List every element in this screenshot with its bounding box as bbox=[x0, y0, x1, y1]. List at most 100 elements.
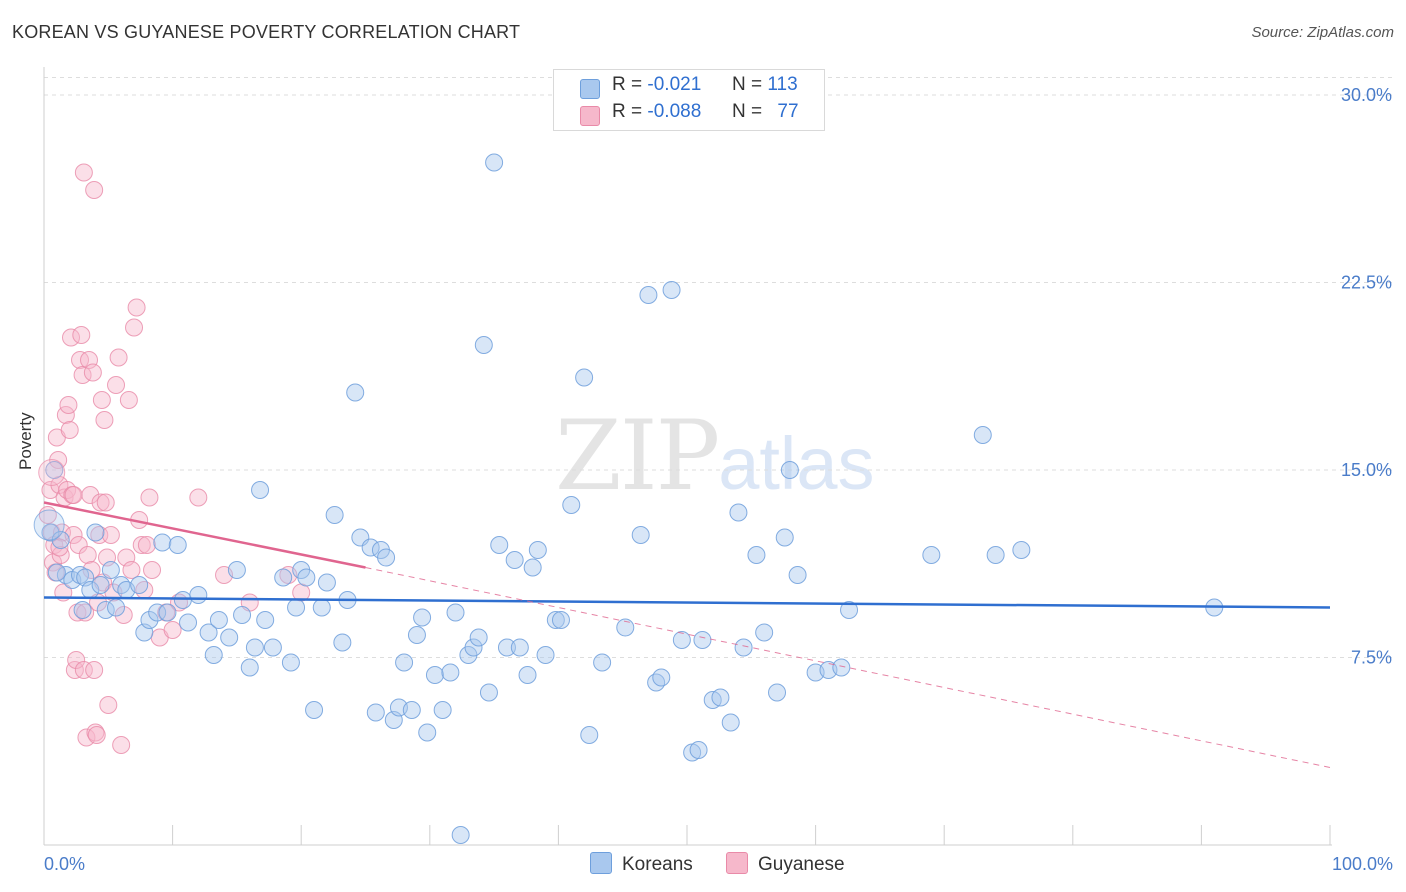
korean-point bbox=[485, 153, 504, 172]
korean-point bbox=[616, 618, 635, 637]
korean-point bbox=[922, 546, 941, 564]
korean-point bbox=[575, 368, 594, 387]
korean-point bbox=[523, 558, 542, 577]
guyanese-point bbox=[163, 621, 182, 639]
guyanese-point bbox=[143, 561, 162, 579]
guyanese-point bbox=[189, 488, 208, 507]
korean-point-cluster bbox=[33, 509, 65, 541]
korean-point bbox=[832, 658, 851, 677]
korean-point bbox=[479, 683, 498, 702]
korean-point bbox=[333, 633, 352, 652]
korean-point bbox=[179, 613, 198, 632]
korean-point bbox=[287, 598, 306, 617]
korean-point bbox=[780, 461, 799, 479]
korean-point bbox=[91, 576, 110, 594]
guyanese-point bbox=[62, 328, 81, 347]
guyanese-point bbox=[65, 661, 84, 679]
y-tick-label: 7.5% bbox=[1351, 648, 1392, 668]
korean-point bbox=[140, 611, 159, 629]
guyanese-point bbox=[112, 736, 131, 754]
guyanese-point bbox=[140, 488, 159, 507]
series-legend-koreans[interactable]: Koreans bbox=[590, 852, 693, 876]
korean-point bbox=[112, 576, 131, 594]
korean-point bbox=[469, 628, 488, 647]
guyanese-point bbox=[83, 363, 102, 382]
guyanese-point-cluster bbox=[38, 459, 66, 486]
stats-legend: R = -0.021 N = 113 R = -0.088 N = 77 bbox=[553, 69, 825, 131]
korean-point bbox=[47, 563, 66, 582]
korean-point bbox=[263, 638, 282, 657]
korean-point bbox=[788, 566, 807, 584]
korean-point bbox=[130, 576, 149, 594]
korean-point bbox=[551, 611, 570, 629]
korean-point bbox=[204, 646, 223, 664]
guyanese-point bbox=[114, 606, 133, 624]
korean-point bbox=[775, 528, 794, 547]
guyanese-point bbox=[96, 493, 115, 512]
legend-r-guyanese: R = -0.088 bbox=[612, 101, 702, 122]
guyanese-point bbox=[68, 603, 87, 622]
korean-point bbox=[45, 461, 64, 479]
korean-point bbox=[451, 826, 470, 844]
guyanese-point bbox=[85, 181, 104, 199]
korean-point bbox=[672, 631, 691, 649]
series-legend-guyanese[interactable]: Guyanese bbox=[726, 852, 845, 876]
korean-point bbox=[464, 638, 483, 657]
y-tick-label: 22.5% bbox=[1341, 273, 1392, 293]
korean-point bbox=[986, 546, 1005, 564]
guyanese-point bbox=[77, 728, 96, 747]
guyanese-point bbox=[64, 486, 83, 504]
koreans-label: Koreans bbox=[622, 854, 693, 875]
guyanese-point bbox=[59, 396, 78, 414]
korean-point bbox=[101, 561, 120, 579]
guyanese-point bbox=[101, 526, 120, 544]
guyanese-point bbox=[76, 603, 95, 622]
chart-title: KOREAN VS GUYANESE POVERTY CORRELATION C… bbox=[12, 22, 521, 42]
korean-point bbox=[505, 551, 524, 569]
korean-point bbox=[652, 668, 671, 687]
guyanese-point bbox=[132, 536, 151, 554]
korean-point bbox=[173, 591, 192, 609]
korean-point bbox=[86, 523, 105, 542]
korean-point bbox=[245, 638, 264, 657]
korean-point bbox=[366, 703, 385, 722]
korean-point bbox=[317, 573, 336, 592]
korean-point bbox=[189, 586, 208, 604]
y-tick-label: 15.0% bbox=[1341, 460, 1392, 480]
legend-row-guyanese: R = -0.088 N = 77 bbox=[554, 101, 824, 129]
koreans-swatch bbox=[590, 852, 612, 874]
y-tick-label: 30.0% bbox=[1341, 85, 1392, 105]
korean-point bbox=[662, 281, 681, 299]
korean-point bbox=[490, 536, 509, 554]
korean-point bbox=[562, 496, 581, 514]
legend-n-koreans: N = 113 bbox=[732, 74, 798, 95]
korean-point bbox=[107, 598, 126, 617]
guyanese-point bbox=[50, 538, 69, 557]
guyanese-point bbox=[95, 411, 114, 429]
guyanese-point bbox=[122, 561, 141, 579]
korean-point bbox=[413, 608, 432, 627]
guyanese-label: Guyanese bbox=[758, 854, 845, 875]
korean-point bbox=[580, 726, 599, 744]
guyanese-point bbox=[125, 318, 144, 337]
guyanese-point bbox=[92, 391, 111, 409]
korean-point bbox=[256, 611, 275, 629]
korean-point bbox=[418, 723, 437, 742]
korean-point bbox=[251, 481, 270, 499]
korean-point bbox=[536, 646, 555, 664]
korean-point bbox=[497, 638, 516, 657]
korean-point bbox=[973, 426, 992, 444]
korean-point bbox=[639, 286, 658, 304]
korean-point bbox=[840, 601, 859, 619]
korean-point bbox=[402, 701, 421, 719]
guyanese-point bbox=[87, 726, 106, 744]
watermark: ZIPatlas bbox=[555, 400, 875, 512]
korean-point bbox=[274, 568, 293, 587]
guyanese-point bbox=[137, 536, 156, 554]
korean-point bbox=[729, 503, 748, 522]
korean-point bbox=[528, 541, 547, 559]
korean-point bbox=[233, 606, 252, 624]
korean-point bbox=[305, 701, 324, 719]
korean-point bbox=[768, 683, 787, 702]
guyanese-point bbox=[109, 348, 128, 367]
